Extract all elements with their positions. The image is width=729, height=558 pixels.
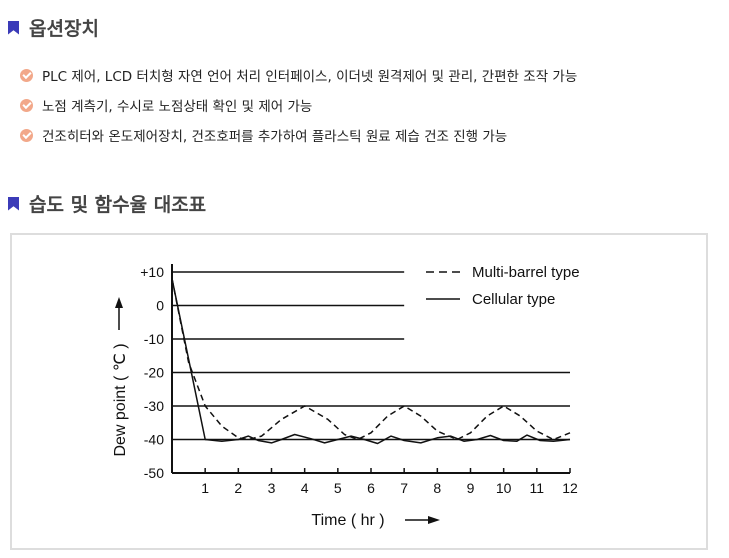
list-item: 노점 계측기, 수시로 노점상태 확인 및 제어 가능 bbox=[20, 90, 577, 120]
y-tick-label: -50 bbox=[144, 465, 164, 481]
section-title-chart: 습도 및 함수율 대조표 bbox=[8, 190, 206, 217]
list-item-text: 노점 계측기, 수시로 노점상태 확인 및 제어 가능 bbox=[42, 99, 313, 115]
legend: Multi-barrel type Cellular type bbox=[426, 264, 580, 308]
x-axis-label: Time ( hr ) bbox=[311, 512, 384, 529]
y-axis-label: Dew point ( ℃ ) bbox=[112, 343, 129, 456]
y-tick-label: -20 bbox=[144, 365, 164, 381]
list-item: 건조히터와 온도제어장치, 건조호퍼를 추가하여 플라스틱 원료 제습 건조 진… bbox=[20, 120, 577, 150]
x-tick-label: 6 bbox=[367, 480, 375, 496]
list-item: PLC 제어, LCD 터치형 자연 언어 처리 인터페이스, 이더넷 원격제어… bbox=[20, 60, 577, 90]
x-tick-label: 3 bbox=[268, 480, 276, 496]
legend-label-multi-barrel: Multi-barrel type bbox=[472, 264, 580, 281]
x-tick-label: 1 bbox=[201, 480, 209, 496]
list-item-text: 건조히터와 온도제어장치, 건조호퍼를 추가하여 플라스틱 원료 제습 건조 진… bbox=[42, 129, 508, 145]
check-icon bbox=[20, 128, 33, 142]
y-tick-label: 0 bbox=[156, 298, 164, 314]
y-tick-label: -40 bbox=[144, 432, 164, 448]
x-tick-label: 11 bbox=[530, 480, 545, 496]
chart-title-text: 습도 및 함수율 대조표 bbox=[29, 194, 207, 216]
check-icon bbox=[20, 98, 33, 112]
x-tick-label: 12 bbox=[562, 480, 578, 496]
legend-label-cellular: Cellular type bbox=[472, 291, 555, 308]
series-multi-barrel-line bbox=[171, 278, 571, 441]
check-icon bbox=[20, 68, 33, 82]
x-axis-arrow-icon bbox=[405, 516, 440, 524]
y-axis-arrow-icon bbox=[115, 297, 123, 330]
x-tick-label: 8 bbox=[433, 480, 441, 496]
x-tick-label: 4 bbox=[301, 480, 309, 496]
x-tick-label: 9 bbox=[467, 480, 475, 496]
bookmark-icon bbox=[8, 196, 19, 211]
options-list: PLC 제어, LCD 터치형 자연 언어 처리 인터페이스, 이더넷 원격제어… bbox=[20, 60, 577, 150]
section-title-options: 옵션장치 bbox=[8, 14, 99, 41]
y-tick-label: +10 bbox=[140, 264, 164, 280]
list-item-text: PLC 제어, LCD 터치형 자연 언어 처리 인터페이스, 이더넷 원격제어… bbox=[42, 69, 578, 85]
y-tick-label: -10 bbox=[144, 331, 164, 347]
x-tick-label: 2 bbox=[234, 480, 242, 496]
x-tick-label: 5 bbox=[334, 480, 342, 496]
x-tick-label: 10 bbox=[496, 480, 512, 496]
y-tick-label: -30 bbox=[144, 398, 164, 414]
options-title-text: 옵션장치 bbox=[29, 18, 99, 40]
bookmark-icon bbox=[8, 20, 19, 35]
chart-frame bbox=[10, 233, 708, 550]
x-tick-label: 7 bbox=[400, 480, 408, 496]
series-cellular-line bbox=[171, 278, 571, 445]
